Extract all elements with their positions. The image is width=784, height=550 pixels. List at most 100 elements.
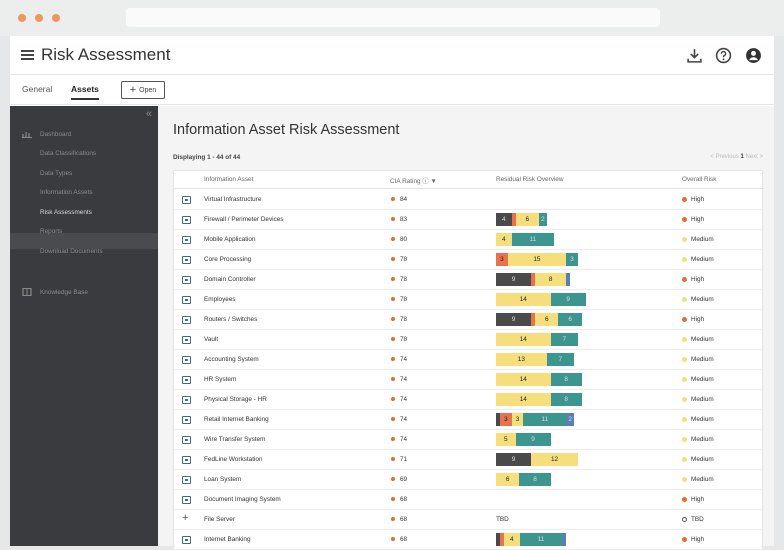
window-maximize-dot[interactable] [52, 14, 60, 22]
table-row[interactable]: Retail Internet Banking 74 3 3 11 2 Medium [174, 410, 764, 430]
residual-risk-bar[interactable]: 14 7 [496, 333, 578, 346]
window-close-dot[interactable] [18, 14, 26, 22]
assessment-icon[interactable] [182, 316, 191, 324]
asset-name[interactable]: Firewall / Perimeter Devices [204, 216, 284, 223]
sidebar-selection [10, 233, 158, 249]
risk-level-dot [682, 536, 687, 542]
risk-level-dot [682, 276, 687, 282]
next-link[interactable]: Next > [745, 154, 763, 160]
table-row[interactable]: Employees 78 14 9 Medium [174, 290, 764, 310]
assessment-icon[interactable] [182, 336, 191, 344]
assessment-icon[interactable] [182, 236, 191, 244]
residual-risk-bar[interactable]: 14 8 [496, 393, 582, 406]
asset-name[interactable]: File Server [204, 516, 235, 523]
table-row[interactable]: Physical Storage - HR 74 14 8 Medium [174, 390, 764, 410]
table-row[interactable]: Domain Controller 78 9 8 High [174, 270, 764, 290]
residual-risk-bar[interactable]: 4 11 [496, 233, 555, 246]
asset-name[interactable]: Core Processing [204, 256, 252, 263]
residual-risk-bar[interactable]: 9 12 [496, 453, 578, 466]
residual-risk-bar[interactable]: 3 3 11 2 [496, 413, 575, 426]
table-row[interactable]: Wire Transfer System 74 5 9 Medium [174, 430, 764, 450]
asset-name[interactable]: Domain Controller [204, 276, 256, 283]
table-row[interactable]: Routers / Switches 78 9 6 6 High [174, 310, 764, 330]
asset-name[interactable]: Retail Internet Banking [204, 416, 269, 423]
assessment-icon[interactable] [182, 256, 191, 264]
asset-name[interactable]: Internet Banking [204, 536, 251, 543]
table-row[interactable]: Internet Banking 68 4 11 High [174, 530, 764, 550]
tab-assets[interactable]: Assets [71, 84, 99, 100]
table-row[interactable]: HR System 74 14 8 Medium [174, 370, 764, 390]
add-icon[interactable]: + [182, 512, 189, 524]
asset-name[interactable]: Loan System [204, 476, 242, 483]
asset-name[interactable]: Routers / Switches [204, 316, 258, 323]
table-row[interactable]: Vault 78 14 7 Medium [174, 330, 764, 350]
asset-name[interactable]: Wire Transfer System [204, 436, 266, 443]
assessment-icon[interactable] [182, 456, 191, 464]
assessment-icon[interactable] [182, 356, 191, 364]
table-row[interactable]: Loan System 69 6 8 Medium [174, 470, 764, 490]
account-icon[interactable] [745, 47, 762, 64]
asset-name[interactable]: Virtual Infrastructure [204, 196, 262, 203]
sidebar-item-dashboard[interactable]: Dashboard [40, 131, 72, 138]
open-button[interactable]: + Open [121, 81, 165, 99]
sidebar-item-risk-assessments[interactable]: Risk Assessments [40, 209, 92, 216]
window-minimize-dot[interactable] [35, 14, 43, 22]
table-row[interactable]: Virtual Infrastructure 84 High [174, 190, 764, 210]
column-information-asset[interactable]: Information Asset [204, 176, 254, 183]
assessment-icon[interactable] [182, 396, 191, 404]
table-row[interactable]: Accounting System 74 13 7 Medium [174, 350, 764, 370]
column-cia-rating[interactable]: CIA Rating ⓘ ▼ [390, 176, 437, 185]
assessment-icon[interactable] [182, 276, 191, 284]
residual-risk-bar[interactable]: 13 7 [496, 353, 574, 366]
column-residual-risk[interactable]: Residual Risk Overview [496, 176, 564, 183]
tab-general[interactable]: General [22, 84, 53, 94]
table-row[interactable]: Document Imaging System 68 High [174, 490, 764, 510]
asset-name[interactable]: Accounting System [204, 356, 259, 363]
table-row[interactable]: Core Processing 78 3 15 3 Medium [174, 250, 764, 270]
assessment-icon[interactable] [182, 536, 191, 544]
risk-segment-yellow: 6 [515, 213, 539, 226]
download-icon[interactable] [686, 47, 703, 64]
previous-link[interactable]: < Previous [710, 154, 739, 160]
help-icon[interactable] [715, 47, 732, 64]
sidebar-item-information-assets[interactable]: Information Assets [40, 189, 93, 196]
asset-name[interactable]: FedLine Workstation [204, 456, 263, 463]
assessment-icon[interactable] [182, 476, 191, 484]
asset-name[interactable]: Employees [204, 296, 236, 303]
menu-icon[interactable] [21, 50, 34, 60]
sidebar-item-download-documents[interactable]: Download Documents [40, 248, 103, 255]
table-row[interactable]: + File Server 68 TBD TBD [174, 510, 764, 530]
assessment-icon[interactable] [182, 436, 191, 444]
table-row[interactable]: Firewall / Perimeter Devices 83 4 6 2 High [174, 210, 764, 230]
assessment-icon[interactable] [182, 376, 191, 384]
assessment-icon[interactable] [182, 496, 191, 504]
sidebar-item-data-types[interactable]: Data Types [40, 170, 73, 177]
asset-name[interactable]: Mobile Application [204, 236, 256, 243]
residual-risk-bar[interactable]: 4 11 [496, 533, 567, 546]
sidebar-item-data-classifications[interactable]: Data Classifications [40, 150, 97, 157]
collapse-sidebar-icon[interactable]: « [145, 108, 152, 120]
sidebar-item-knowledge-base[interactable]: Knowledge Base [40, 289, 88, 296]
asset-name[interactable]: HR System [204, 376, 237, 383]
assessment-icon[interactable] [182, 196, 191, 204]
address-bar[interactable] [126, 8, 660, 27]
residual-risk-bar[interactable]: 14 9 [496, 293, 586, 306]
residual-risk-bar[interactable]: 3 15 3 [496, 253, 578, 266]
column-overall-risk[interactable]: Overall Risk [682, 176, 717, 183]
assessment-icon[interactable] [182, 296, 191, 304]
sidebar-item-reports[interactable]: Reports [40, 228, 63, 235]
assessment-icon[interactable] [182, 216, 191, 224]
asset-name[interactable]: Vault [204, 336, 219, 343]
cia-rating: 71 [391, 456, 407, 463]
assessment-icon[interactable] [182, 416, 191, 424]
asset-name[interactable]: Physical Storage - HR [204, 396, 267, 403]
residual-risk-bar[interactable]: 14 8 [496, 373, 582, 386]
asset-name[interactable]: Document Imaging System [204, 496, 281, 503]
table-row[interactable]: FedLine Workstation 71 9 12 Medium [174, 450, 764, 470]
table-row[interactable]: Mobile Application 80 4 11 Medium [174, 230, 764, 250]
